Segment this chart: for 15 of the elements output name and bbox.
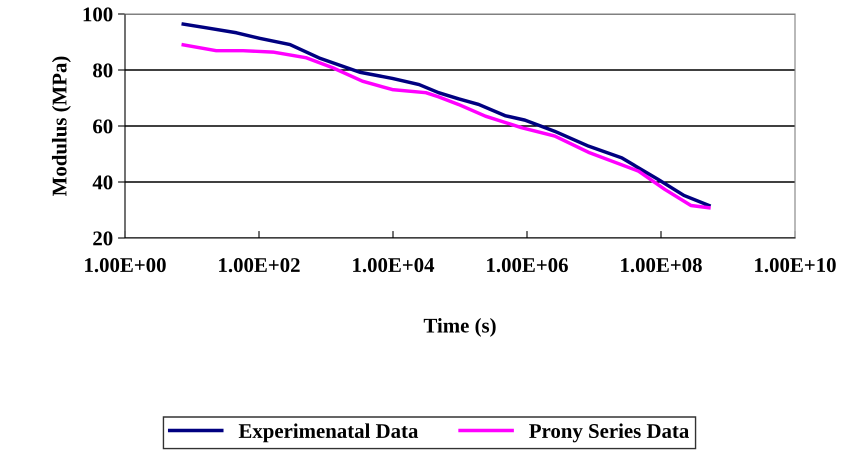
x-tick-label: 1.00E+08 [621,258,702,272]
y-tick-label: 80 [93,63,112,78]
x-tick-label: 1.00E+02 [219,258,300,272]
x-axis-title: Time (s) [424,318,496,337]
y-tick-label: 100 [84,7,112,22]
x-tick-label: 1.00E+06 [487,258,568,272]
x-tick-label: 1.00E+00 [85,258,166,272]
y-tick-label: 20 [93,231,112,246]
x-tick-label: 1.00E+04 [353,258,434,272]
y-axis-title: Modulus (MPa) [52,56,71,196]
y-tick-label: 40 [92,175,112,190]
y-tick-label: 60 [93,119,112,134]
legend-label: Experimenatal Data [238,423,418,442]
x-tick-label: 1.00E+10 [755,258,836,272]
legend-label: Prony Series Data [529,423,689,442]
